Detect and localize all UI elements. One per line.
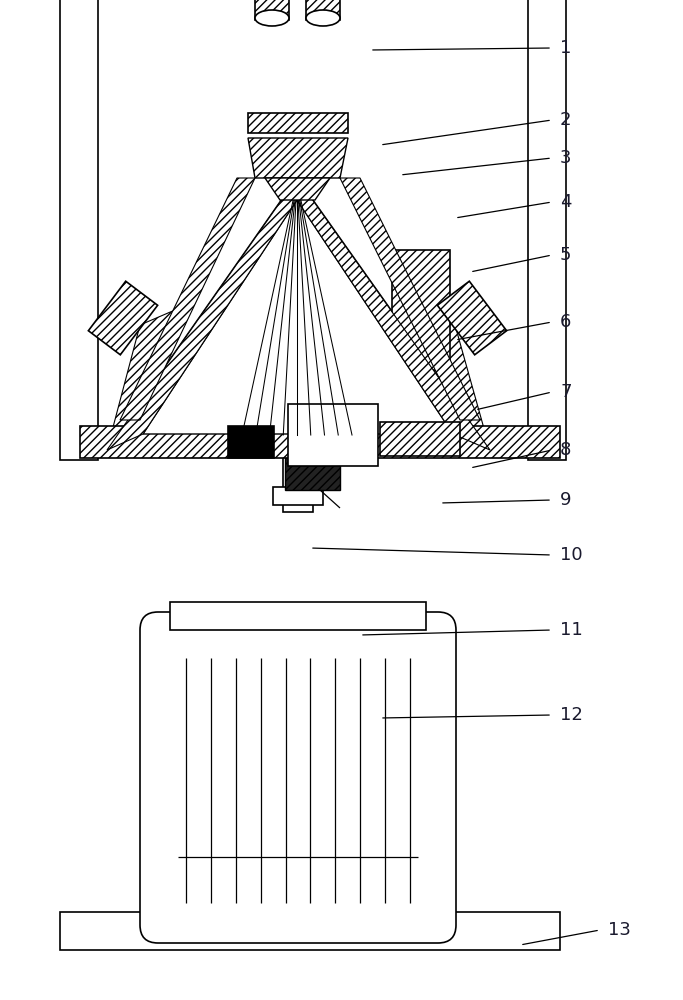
Bar bbox=[248, 113, 348, 133]
Bar bbox=[437, 281, 507, 355]
Polygon shape bbox=[265, 178, 330, 200]
FancyBboxPatch shape bbox=[140, 612, 456, 943]
Text: 10: 10 bbox=[560, 546, 583, 564]
Bar bbox=[60, 0, 98, 460]
Bar bbox=[255, 0, 289, 20]
Polygon shape bbox=[297, 178, 490, 450]
Bar bbox=[273, 487, 323, 505]
Text: 9: 9 bbox=[560, 491, 572, 509]
Ellipse shape bbox=[306, 10, 340, 26]
Polygon shape bbox=[420, 310, 490, 450]
Text: 6: 6 bbox=[560, 313, 572, 331]
Text: 12: 12 bbox=[560, 706, 583, 724]
Bar bbox=[306, 0, 340, 20]
Bar bbox=[80, 426, 560, 458]
Bar bbox=[283, 396, 313, 512]
Text: 7: 7 bbox=[560, 383, 572, 401]
Bar bbox=[170, 602, 426, 630]
Bar bbox=[392, 250, 450, 370]
Polygon shape bbox=[143, 200, 453, 434]
Text: 1: 1 bbox=[560, 39, 572, 57]
Polygon shape bbox=[107, 178, 490, 450]
Polygon shape bbox=[340, 178, 480, 420]
Bar bbox=[88, 281, 158, 355]
Bar bbox=[528, 0, 566, 460]
Text: 2: 2 bbox=[560, 111, 572, 129]
Polygon shape bbox=[285, 458, 340, 490]
Bar bbox=[380, 422, 460, 456]
Bar bbox=[288, 404, 378, 466]
Bar bbox=[228, 426, 274, 458]
Text: 13: 13 bbox=[608, 921, 631, 939]
Ellipse shape bbox=[255, 10, 289, 26]
Bar bbox=[60, 912, 560, 950]
Polygon shape bbox=[107, 310, 175, 450]
Polygon shape bbox=[120, 178, 255, 420]
Text: 4: 4 bbox=[560, 193, 572, 211]
Polygon shape bbox=[248, 138, 348, 178]
Text: 11: 11 bbox=[560, 621, 583, 639]
Text: 8: 8 bbox=[560, 441, 572, 459]
Polygon shape bbox=[107, 178, 297, 450]
Text: 5: 5 bbox=[560, 246, 572, 264]
Text: 3: 3 bbox=[560, 149, 572, 167]
